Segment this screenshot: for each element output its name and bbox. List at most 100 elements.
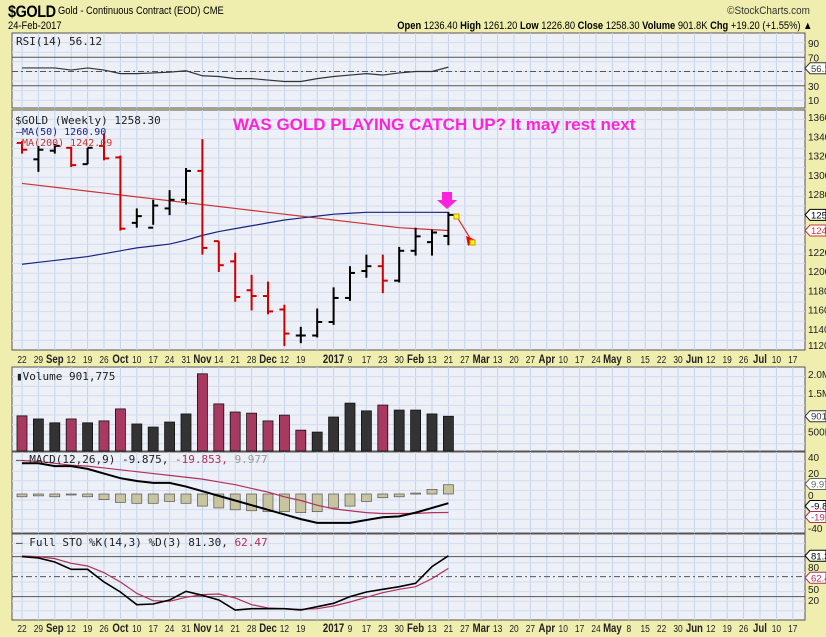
ohlc-bar xyxy=(33,145,44,172)
down-arrow-annotation-icon xyxy=(437,192,457,209)
x-axis-label-top: 28 xyxy=(247,354,256,366)
x-axis-label-bottom: Mar xyxy=(473,622,491,635)
volume-bar xyxy=(410,409,422,452)
volume-bar xyxy=(360,410,372,452)
ma200-value-tag xyxy=(804,224,826,237)
volume-bar xyxy=(115,408,126,452)
y-tick-label: 0 xyxy=(808,491,814,502)
ma50-legend: –MA(50) 1260.90 xyxy=(16,127,106,138)
macd-histogram-bar xyxy=(147,493,159,504)
y-tick-label: 1280 xyxy=(808,190,826,201)
sto-k-line xyxy=(21,555,449,611)
chart-header: $GOLD Gold - Continuous Contract (EOD) C… xyxy=(0,0,826,32)
x-axis-label-top: 21 xyxy=(231,354,240,366)
ohlc-bar xyxy=(410,227,421,256)
macd-histogram-bar xyxy=(361,493,372,502)
volume-bar xyxy=(377,404,389,452)
volume-bar xyxy=(196,373,208,452)
ohlc-bar xyxy=(82,146,93,166)
volume-value-tag xyxy=(804,410,826,423)
macd-histogram-bar xyxy=(393,493,405,498)
macd-histogram-bar xyxy=(197,493,208,507)
x-axis-label-top: Sep xyxy=(46,353,64,366)
x-axis-label-bottom: 15 xyxy=(641,623,650,635)
x-axis-label-bottom: Dec xyxy=(259,622,277,635)
sto-d-value-tag-label: 62.47 xyxy=(811,573,826,584)
x-axis-label-bottom: 29 xyxy=(34,623,43,635)
x-axis-label-top: 12 xyxy=(706,354,715,366)
x-axis-label-top: 19 xyxy=(83,354,92,366)
x-axis-label-bottom: 26 xyxy=(99,623,108,635)
symbol-description: Gold - Continuous Contract (EOD) CME xyxy=(58,5,224,17)
trend-arrow-line xyxy=(456,216,471,239)
macd-histogram-bar xyxy=(82,493,93,498)
ma200-line xyxy=(21,182,449,232)
x-axis-label-bottom: 12 xyxy=(706,623,715,635)
x-axis-label-bottom: 26 xyxy=(739,623,748,635)
close-value: 1258.30 xyxy=(605,20,640,32)
drawing-handle xyxy=(469,239,476,246)
x-axis-label-bottom: Apr xyxy=(539,622,556,635)
macd-histogram-bar xyxy=(328,493,339,509)
rsi-value-tag-label: 56.12 xyxy=(811,64,826,75)
x-axis-label-top: Jun xyxy=(686,353,703,366)
up-triangle-icon: ▲ xyxy=(802,20,812,32)
volume-title: ▮Volume 901,775 xyxy=(16,370,115,383)
x-axis-label-top: 21 xyxy=(444,354,453,366)
macd-value-tag xyxy=(804,500,826,512)
y-tick-label: 70 xyxy=(808,53,820,64)
y-tick-label: 2.0M xyxy=(808,370,826,381)
y-tick-label: 90 xyxy=(808,39,820,50)
x-axis-label-top: 30 xyxy=(395,354,404,366)
volume-bar xyxy=(147,426,159,452)
rsi-line xyxy=(22,66,449,83)
rsi-title: RSI(14) 56.12 xyxy=(16,35,102,48)
x-axis-label-bottom: 21 xyxy=(231,623,240,635)
y-tick-label: 40 xyxy=(808,453,820,464)
macd-histogram-bar xyxy=(279,493,290,513)
volume-bar xyxy=(49,422,61,452)
x-axis-label-top: Oct xyxy=(112,353,128,366)
y-tick-label: 30 xyxy=(808,82,820,93)
x-axis-label-top: 17 xyxy=(362,354,371,366)
ohlc-bar xyxy=(328,287,339,325)
x-axis-label-bottom: 10 xyxy=(559,623,568,635)
macd-histogram-bar xyxy=(65,493,77,496)
ohlc-bar xyxy=(115,155,126,231)
price-close-tag-label: 1258 xyxy=(811,210,826,221)
volume-bar xyxy=(65,418,77,452)
macd-hist-text: 9.977 xyxy=(235,453,268,466)
ohlc-bar xyxy=(49,143,60,154)
macd-value-tag-label: -9.875 xyxy=(811,502,826,513)
price-close-tag xyxy=(804,208,826,221)
x-axis-label-top: 24 xyxy=(591,354,600,366)
ohlc-bar xyxy=(427,229,437,256)
x-axis-label-top: 12 xyxy=(280,354,289,366)
x-axis-label-top: 12 xyxy=(67,354,76,366)
x-axis-label-top: 20 xyxy=(509,354,518,366)
x-axis-label-top: 10 xyxy=(772,354,781,366)
x-axis-label-bottom: 10 xyxy=(132,623,141,635)
macd-histogram-bar xyxy=(16,493,28,498)
x-axis-label-top: Jul xyxy=(753,353,767,366)
macd-hist-value-tag-label: 9.977 xyxy=(811,480,826,491)
x-axis-label-top: Apr xyxy=(539,353,556,366)
open-label: Open xyxy=(396,20,421,32)
volume-value: 901.8K xyxy=(677,20,708,32)
macd-hist-value-tag xyxy=(804,478,826,490)
x-axis-label-bottom: Feb xyxy=(407,622,424,635)
x-axis-label-bottom: Oct xyxy=(112,622,128,635)
y-tick-label: 1300 xyxy=(808,171,826,182)
x-axis-label-bottom: 22 xyxy=(17,623,26,635)
y-tick-label: 1120 xyxy=(808,341,826,352)
x-axis-label-top: 17 xyxy=(149,354,158,366)
volume-bar xyxy=(344,402,356,452)
ohlc-bar xyxy=(66,146,77,168)
macd-histogram-bar xyxy=(377,493,389,499)
sto-d-line xyxy=(21,555,449,610)
y-tick-label: 1340 xyxy=(808,132,826,143)
x-axis-label-bottom: 14 xyxy=(214,623,223,635)
brand-watermark: ©StockCharts.com xyxy=(727,5,810,17)
sto-d-text: 62.47 xyxy=(235,536,268,549)
volume-bar xyxy=(328,416,340,452)
